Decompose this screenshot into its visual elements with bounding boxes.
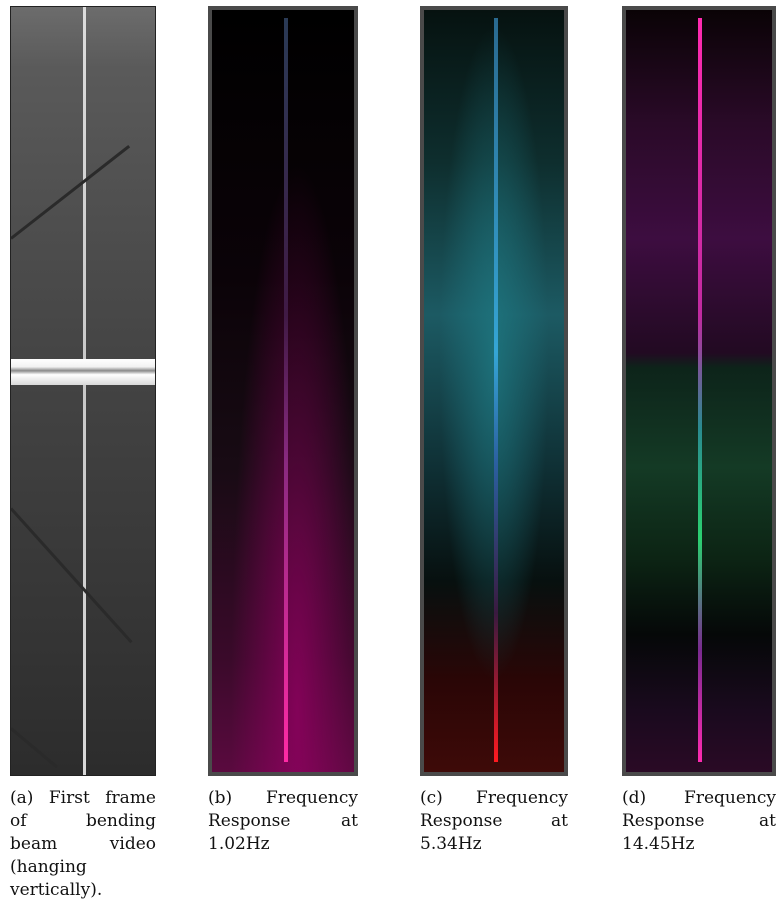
caption-d: (d) Frequency Response at 14.45Hz: [622, 787, 776, 856]
caption-line: Response at: [622, 811, 776, 831]
frequency-response-image: [208, 6, 358, 776]
caption-line: of bending: [10, 811, 156, 831]
caption-line: 1.02Hz: [208, 834, 270, 854]
caption-line: (a) First frame: [10, 788, 156, 808]
panel-frequency-2: (c) Frequency Response at 5.34Hz: [420, 6, 568, 856]
bright-band: [11, 359, 155, 385]
beam-video-frame-image: [10, 6, 156, 776]
caption-line: Response at: [420, 811, 568, 831]
beam-response-line: [494, 18, 498, 762]
frequency-response-image: [622, 6, 776, 776]
panel-first-frame: (a) First frame of bending beam video (h…: [10, 6, 156, 902]
caption-line: 14.45Hz: [622, 834, 695, 854]
beam-line: [83, 7, 86, 775]
caption-line: Response at: [208, 811, 358, 831]
diagonal-streak: [11, 727, 58, 769]
diagonal-streak: [11, 144, 131, 240]
caption-b: (b) Frequency Response at 1.02Hz: [208, 787, 358, 856]
beam-response-line: [698, 18, 702, 762]
caption-line: (c) Frequency: [420, 788, 568, 808]
diagonal-streak: [11, 507, 133, 644]
frequency-response-image: [420, 6, 568, 776]
caption-line: 5.34Hz: [420, 834, 482, 854]
panel-frequency-3: (d) Frequency Response at 14.45Hz: [622, 6, 776, 856]
caption-line: (b) Frequency: [208, 788, 358, 808]
caption-line: beam video: [10, 834, 156, 854]
beam-response-line: [284, 18, 288, 762]
caption-line: vertically).: [10, 880, 103, 900]
caption-line: (hanging: [10, 857, 87, 877]
caption-line: (d) Frequency: [622, 788, 776, 808]
panel-frequency-1: (b) Frequency Response at 1.02Hz: [208, 6, 358, 856]
caption-a: (a) First frame of bending beam video (h…: [10, 787, 156, 902]
caption-c: (c) Frequency Response at 5.34Hz: [420, 787, 568, 856]
